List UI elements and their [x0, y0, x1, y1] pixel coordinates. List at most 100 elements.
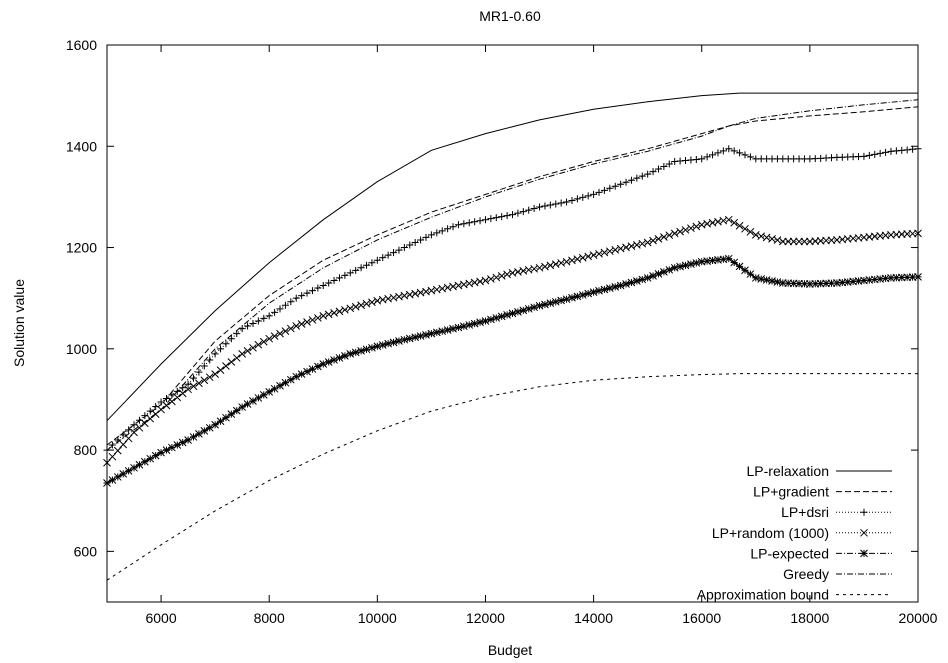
- data-point: [481, 276, 490, 285]
- data-point: [692, 259, 701, 267]
- data-point: [357, 346, 365, 355]
- data-point: [216, 417, 225, 426]
- data-point: [530, 205, 538, 213]
- data-point: [449, 223, 457, 231]
- data-point: [741, 151, 749, 159]
- data-point: [108, 441, 116, 449]
- data-point: [849, 277, 857, 286]
- data-point: [243, 400, 252, 408]
- data-point: [124, 466, 133, 475]
- data-point: [617, 180, 625, 188]
- data-point: [222, 413, 230, 422]
- data-point: [600, 186, 608, 194]
- data-point: [541, 202, 549, 210]
- data-point: [909, 145, 917, 153]
- data-point: [622, 243, 630, 252]
- data-point: [113, 473, 122, 481]
- data-point: [330, 276, 338, 284]
- data-point: [471, 218, 479, 226]
- series-lp-gradient: [106, 106, 919, 446]
- data-point: [341, 271, 349, 279]
- data-point: [217, 345, 225, 353]
- series-line: [106, 219, 919, 464]
- legend-label: Greedy: [783, 566, 829, 582]
- series-line: [106, 106, 919, 446]
- x-tick-label: 20000: [899, 610, 938, 626]
- y-tick-label: 600: [74, 543, 98, 559]
- data-point: [319, 360, 328, 368]
- data-point: [222, 362, 230, 370]
- data-point: [789, 237, 798, 246]
- data-point: [536, 203, 544, 211]
- data-point: [584, 252, 593, 261]
- data-point: [714, 256, 722, 264]
- data-point: [568, 293, 576, 302]
- data-point: [605, 247, 614, 256]
- data-point: [135, 423, 144, 432]
- data-point: [232, 354, 241, 362]
- data-point: [687, 156, 695, 164]
- data-point: [352, 266, 360, 274]
- data-point: [168, 443, 176, 452]
- data-point: [497, 272, 506, 280]
- data-point: [692, 155, 700, 163]
- data-point: [595, 249, 603, 258]
- data-point: [243, 346, 252, 355]
- data-point: [590, 190, 598, 198]
- x-tick-label: 14000: [574, 610, 613, 626]
- data-point: [168, 397, 176, 406]
- data-point: [281, 378, 290, 387]
- data-point: [627, 278, 636, 287]
- data-point: [362, 299, 371, 308]
- data-point: [406, 241, 414, 249]
- data-point: [487, 275, 495, 283]
- data-point: [703, 257, 711, 265]
- data-point: [178, 438, 187, 447]
- data-point: [795, 279, 803, 288]
- data-point: [746, 227, 755, 236]
- data-point: [346, 350, 355, 358]
- data-point: [525, 206, 533, 214]
- data-point: [281, 327, 290, 335]
- x-tick-label: 16000: [682, 610, 721, 626]
- x-tick-label: 18000: [790, 610, 829, 626]
- data-point: [357, 301, 365, 310]
- data-point: [227, 335, 235, 343]
- data-point: [319, 312, 328, 320]
- data-point: [557, 259, 566, 267]
- data-point: [103, 479, 111, 487]
- data-point: [314, 314, 322, 322]
- data-point: [368, 259, 376, 267]
- data-point: [735, 221, 744, 230]
- data-point: [778, 279, 787, 287]
- data-point: [865, 276, 874, 284]
- series-lp-dsri: [103, 145, 922, 454]
- data-point: [351, 302, 360, 311]
- data-point: [276, 381, 284, 390]
- data-point: [287, 298, 295, 306]
- data-point: [308, 316, 317, 324]
- data-point: [265, 312, 273, 320]
- data-point: [551, 297, 560, 306]
- data-point: [681, 226, 690, 234]
- data-point: [622, 280, 630, 288]
- legend-label: LP+random (1000): [712, 525, 829, 541]
- data-point: [324, 358, 333, 366]
- data-point: [903, 273, 912, 282]
- data-point: [546, 201, 554, 209]
- x-tick-label: 10000: [358, 610, 397, 626]
- data-point: [611, 282, 620, 291]
- y-tick-label: 1200: [66, 240, 97, 256]
- data-point: [605, 284, 614, 293]
- data-point: [411, 238, 419, 246]
- data-point: [870, 275, 879, 284]
- data-point: [308, 287, 316, 295]
- data-point: [892, 147, 900, 155]
- data-point: [503, 212, 511, 220]
- data-point: [271, 308, 279, 316]
- data-point: [708, 256, 717, 265]
- data-point: [135, 460, 144, 469]
- legend-label: Approximation bound: [697, 587, 829, 603]
- data-point: [140, 419, 149, 428]
- data-point: [584, 192, 592, 200]
